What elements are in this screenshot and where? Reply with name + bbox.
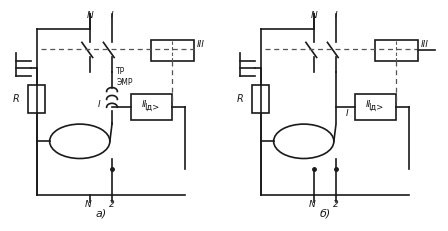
Text: Iд>: Iд> [144, 102, 159, 111]
Text: N: N [87, 11, 94, 20]
Text: I: I [98, 100, 100, 109]
Text: N: N [311, 11, 318, 20]
Text: II: II [142, 100, 147, 109]
Text: ТР: ТР [116, 67, 125, 76]
Bar [131, 94, 172, 120]
Bar [375, 40, 418, 61]
Text: a): a) [95, 209, 107, 219]
Text: б): б) [319, 209, 331, 219]
Text: III: III [421, 40, 429, 49]
Text: N: N [85, 201, 92, 210]
Text: III: III [197, 40, 205, 49]
Text: R: R [13, 94, 20, 104]
Text: N: N [309, 201, 316, 210]
Text: I: I [111, 11, 113, 20]
Text: R: R [237, 94, 244, 104]
Text: I: I [335, 11, 337, 20]
Bar [28, 85, 45, 113]
Text: ЭМР: ЭМР [116, 78, 133, 87]
Text: II: II [366, 100, 371, 109]
Text: I: I [345, 109, 348, 118]
Bar [252, 85, 269, 113]
Text: Iд>: Iд> [368, 102, 383, 111]
Text: 2: 2 [333, 201, 339, 210]
Text: 2: 2 [109, 201, 115, 210]
Bar [151, 40, 194, 61]
Bar [355, 94, 396, 120]
